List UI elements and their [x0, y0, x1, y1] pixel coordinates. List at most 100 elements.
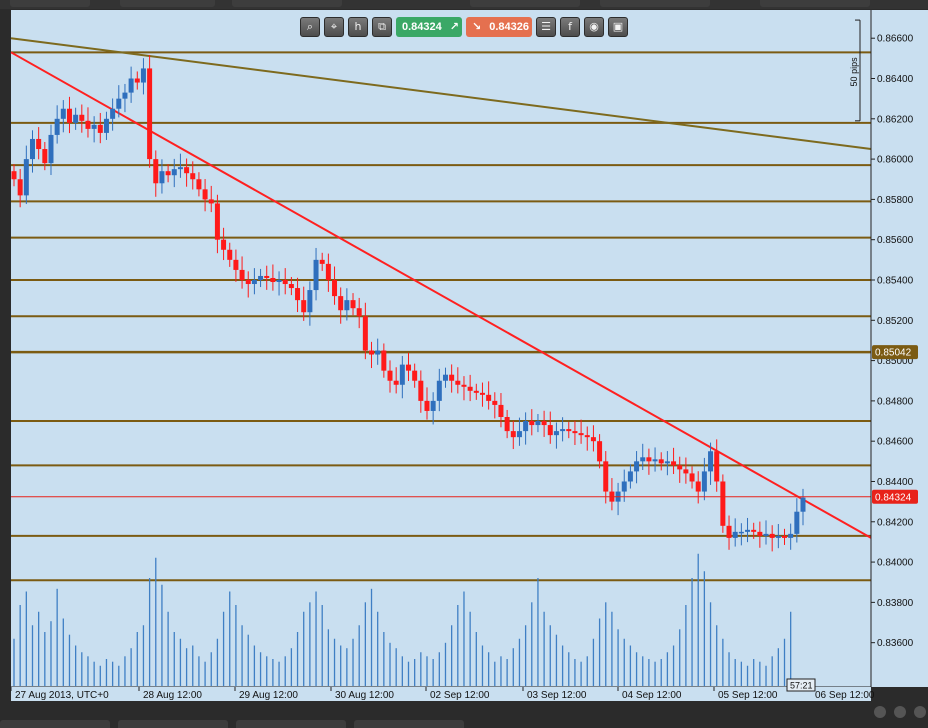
candle-body [504, 417, 510, 432]
candle-body [165, 171, 171, 176]
candle-body [214, 203, 220, 240]
candle-body [584, 435, 590, 438]
buy-price-button[interactable]: 0.84324 ↗ [396, 17, 462, 37]
candle-body [683, 469, 689, 474]
candle-body [535, 421, 541, 426]
price-tick-label: 0.84200 [877, 517, 914, 528]
candle-body [578, 433, 584, 436]
chart-type-icon[interactable]: ⧉ [372, 17, 392, 37]
tab-segment[interactable] [232, 0, 342, 7]
tab-segment[interactable] [760, 0, 870, 7]
sell-price-button[interactable]: ↘ 0.84326 [466, 17, 532, 37]
price-tick-label: 0.85200 [877, 316, 914, 327]
candle-body [264, 275, 270, 278]
price-axis: 0.86600 0.86400 0.86200 0.86000 0.85800 0.856… [870, 10, 928, 687]
candle-body [757, 531, 763, 536]
time-axis-bg [11, 687, 871, 701]
chat-icon[interactable]: ◉ [584, 17, 604, 37]
time-tick-label: 27 Aug 2013, UTC+0 [15, 690, 109, 701]
price-tick-label: 0.85600 [877, 235, 914, 246]
time-tick-label: 04 Sep 12:00 [622, 690, 682, 701]
bottom-bar [0, 704, 928, 728]
candle-body [547, 425, 553, 436]
candle-body [251, 279, 257, 285]
candle-body [332, 279, 338, 297]
price-tick-label: 0.84400 [877, 477, 914, 488]
window-control-icon[interactable] [894, 706, 906, 718]
candle-body [110, 108, 116, 119]
candle-body [794, 511, 800, 534]
tab-segment[interactable] [10, 0, 90, 7]
highlight-level-label: 0.85042 [875, 348, 912, 359]
candle-body [184, 167, 190, 174]
candle-body [153, 159, 159, 184]
candle-body [381, 350, 387, 371]
price-tick-label: 0.86400 [877, 74, 914, 85]
candle-body [714, 451, 720, 482]
time-tick-label: 28 Aug 12:00 [143, 690, 202, 701]
tab-segment[interactable] [470, 0, 580, 7]
list-icon[interactable]: ☰ [536, 17, 556, 37]
window-control-icon[interactable] [874, 706, 886, 718]
window-controls [874, 706, 926, 718]
candle-body [350, 300, 356, 309]
candle-body [621, 481, 627, 492]
top-tabs-strip [0, 0, 928, 9]
candle-body [301, 300, 307, 313]
candle-timer: 57:21 [786, 678, 816, 692]
candle-body [399, 364, 405, 385]
crosshair-icon[interactable]: ⌖ [324, 17, 344, 37]
candle-body [634, 461, 640, 472]
candle-body [344, 300, 350, 311]
candle-body [763, 533, 769, 536]
candle-body [128, 78, 134, 93]
candle-body [11, 171, 17, 180]
candle-body [424, 400, 430, 411]
candle-body [523, 421, 529, 432]
plot-area [11, 10, 871, 687]
candle-body [369, 350, 375, 355]
chart-toolbar: ⌕ ⌖ h ⧉ 0.84324 ↗ ↘ 0.84326 ☰ f ◉ ▣ [300, 16, 628, 38]
candle-body [449, 374, 455, 381]
candle-body [171, 169, 177, 176]
timer-box [786, 678, 816, 692]
profile-icon[interactable]: ▣ [608, 17, 628, 37]
candle-body [671, 461, 677, 466]
candle-body [745, 529, 751, 532]
tab-segment[interactable] [120, 0, 215, 7]
arrow-down-right-icon: ↘ [472, 20, 482, 33]
candle-body [48, 134, 54, 164]
bottom-tab[interactable] [354, 720, 464, 728]
price-tick-label: 0.84800 [877, 396, 914, 407]
red-trendline [10, 51, 872, 539]
price-tick-label: 0.84600 [877, 437, 914, 448]
candle-body [461, 384, 467, 387]
candle-body [270, 277, 276, 283]
candle-body [677, 465, 683, 470]
candle-body [375, 350, 381, 355]
candle-body [442, 374, 448, 381]
candle-body [498, 404, 504, 418]
facebook-icon[interactable]: f [560, 17, 580, 37]
candle-body [239, 269, 245, 280]
window-control-icon[interactable] [914, 706, 926, 718]
candle-body [325, 263, 331, 280]
bottom-tab[interactable] [0, 720, 110, 728]
candle-body [190, 173, 196, 180]
candle-body [91, 124, 97, 129]
price-tick-label: 0.86000 [877, 155, 914, 166]
candle-body [85, 120, 91, 129]
price-tick-label: 0.85400 [877, 275, 914, 286]
tab-segment[interactable] [600, 0, 710, 7]
candle-body [140, 68, 146, 83]
candle-body [516, 431, 522, 438]
zoom-icon[interactable]: ⌕ [300, 17, 320, 37]
price-tick-label: 0.85000 [877, 356, 914, 367]
candle-body [553, 431, 559, 436]
bottom-tab[interactable] [236, 720, 346, 728]
candle-body [640, 457, 646, 462]
bottom-tab[interactable] [118, 720, 228, 728]
candle-body [510, 431, 516, 438]
candle-type-icon[interactable]: h [348, 17, 368, 37]
